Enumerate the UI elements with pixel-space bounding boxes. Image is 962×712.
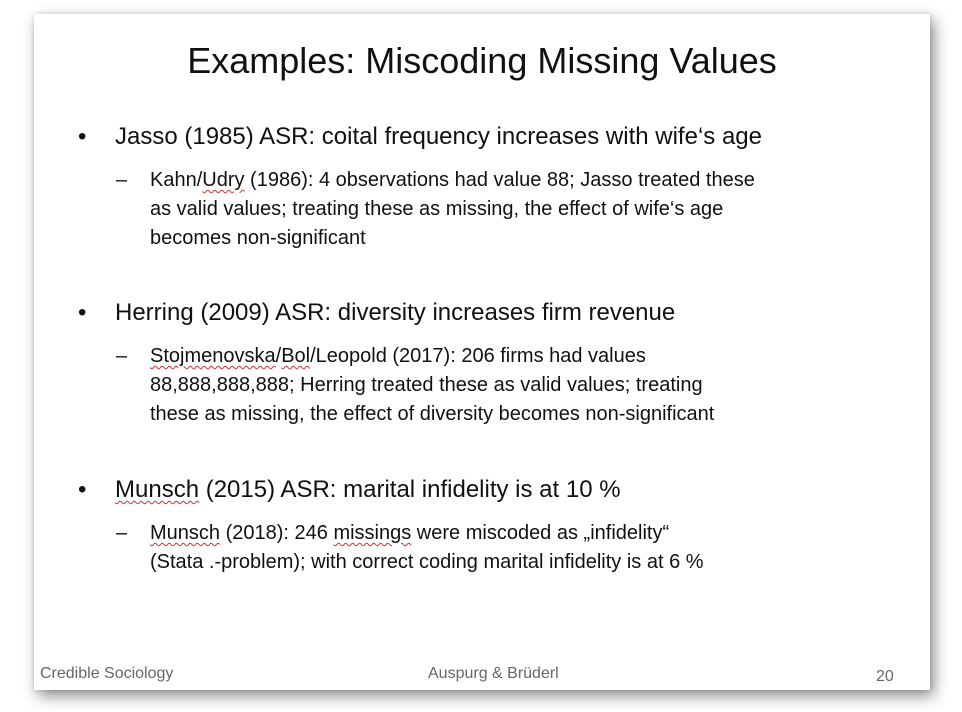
dash-marker: –: [116, 169, 128, 191]
sub-line: 88,888,888,888; Herring treated these as…: [150, 374, 703, 396]
slide: Examples: Miscoding Missing Values • Jas…: [34, 14, 930, 690]
spellcheck-flagged-word: Bol: [281, 345, 311, 367]
sub-text: Stojmenovska/Bol/Leopold (2017): 206 fir…: [150, 342, 714, 429]
sub-text: Kahn/Udry (1986): 4 observations had val…: [150, 166, 755, 253]
sub-line: (Stata .-problem); with correct coding m…: [150, 551, 704, 573]
footer-center: Auspurg & Brüderl: [428, 665, 559, 682]
bullet-text: Munsch (2015) ASR: marital infidelity is…: [115, 476, 621, 503]
sub-line: Munsch (2018): 246 missings were miscode…: [150, 522, 670, 544]
sub-line: Kahn/Udry (1986): 4 observations had val…: [150, 169, 755, 191]
bullet-marker: •: [78, 476, 87, 503]
spellcheck-flagged-word: missings: [333, 522, 412, 544]
spellcheck-flagged-word: Munsch: [115, 476, 200, 503]
sub-line: Stojmenovska/Bol/Leopold (2017): 206 fir…: [150, 345, 646, 367]
footer-left: Credible Sociology: [40, 665, 174, 682]
spellcheck-flagged-word: Munsch: [150, 522, 221, 544]
spellcheck-flagged-word: Stojmenovska: [150, 345, 276, 367]
sub-line: as valid values; treating these as missi…: [150, 198, 724, 220]
bullet-text: Herring (2009) ASR: diversity increases …: [115, 299, 676, 326]
bullet-marker: •: [78, 299, 87, 326]
sub-text: Munsch (2018): 246 missings were miscode…: [150, 519, 704, 577]
slide-title: Examples: Miscoding Missing Values: [187, 40, 777, 81]
sub-line: becomes non-significant: [150, 227, 366, 249]
dash-marker: –: [116, 522, 128, 544]
spellcheck-flagged-word: Udry: [202, 169, 245, 191]
dash-marker: –: [116, 345, 128, 367]
sub-line: these as missing, the effect of diversit…: [150, 403, 715, 425]
bullet-marker: •: [78, 123, 87, 150]
bullet-text: Jasso (1985) ASR: coital frequency incre…: [115, 123, 762, 150]
page-number: 20: [876, 668, 894, 685]
